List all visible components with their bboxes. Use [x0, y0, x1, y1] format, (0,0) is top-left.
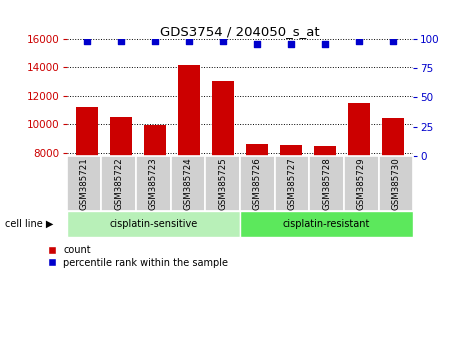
Point: [321, 41, 329, 46]
Bar: [144, 125, 166, 267]
Point: [83, 39, 91, 44]
Bar: [178, 64, 200, 267]
Text: GSM385729: GSM385729: [357, 157, 366, 210]
Text: GSM385725: GSM385725: [218, 157, 227, 210]
Bar: [246, 144, 268, 267]
Point: [117, 39, 125, 44]
Point: [253, 41, 261, 46]
Text: GSM385724: GSM385724: [183, 157, 192, 210]
Bar: [212, 81, 234, 267]
Point: [389, 39, 397, 44]
Title: GDS3754 / 204050_s_at: GDS3754 / 204050_s_at: [160, 25, 320, 38]
Bar: [382, 118, 404, 267]
Bar: [348, 103, 370, 267]
Text: GSM385730: GSM385730: [391, 157, 400, 210]
Text: GSM385728: GSM385728: [322, 157, 331, 210]
Text: cisplatin-sensitive: cisplatin-sensitive: [109, 219, 197, 229]
Text: GSM385722: GSM385722: [114, 157, 123, 210]
Point: [151, 39, 159, 44]
Bar: [314, 146, 336, 267]
Point: [219, 39, 227, 44]
Bar: [76, 107, 98, 267]
Bar: [280, 145, 302, 267]
Bar: [110, 116, 132, 267]
Text: GSM385721: GSM385721: [79, 157, 88, 210]
Text: GSM385723: GSM385723: [149, 157, 158, 210]
Text: GSM385727: GSM385727: [287, 157, 296, 210]
Text: cisplatin-resistant: cisplatin-resistant: [283, 219, 370, 229]
Text: GSM385726: GSM385726: [253, 157, 262, 210]
Point: [287, 41, 294, 46]
Legend: count, percentile rank within the sample: count, percentile rank within the sample: [48, 245, 228, 268]
Point: [355, 39, 362, 44]
Point: [185, 39, 193, 44]
Text: cell line ▶: cell line ▶: [5, 219, 53, 229]
